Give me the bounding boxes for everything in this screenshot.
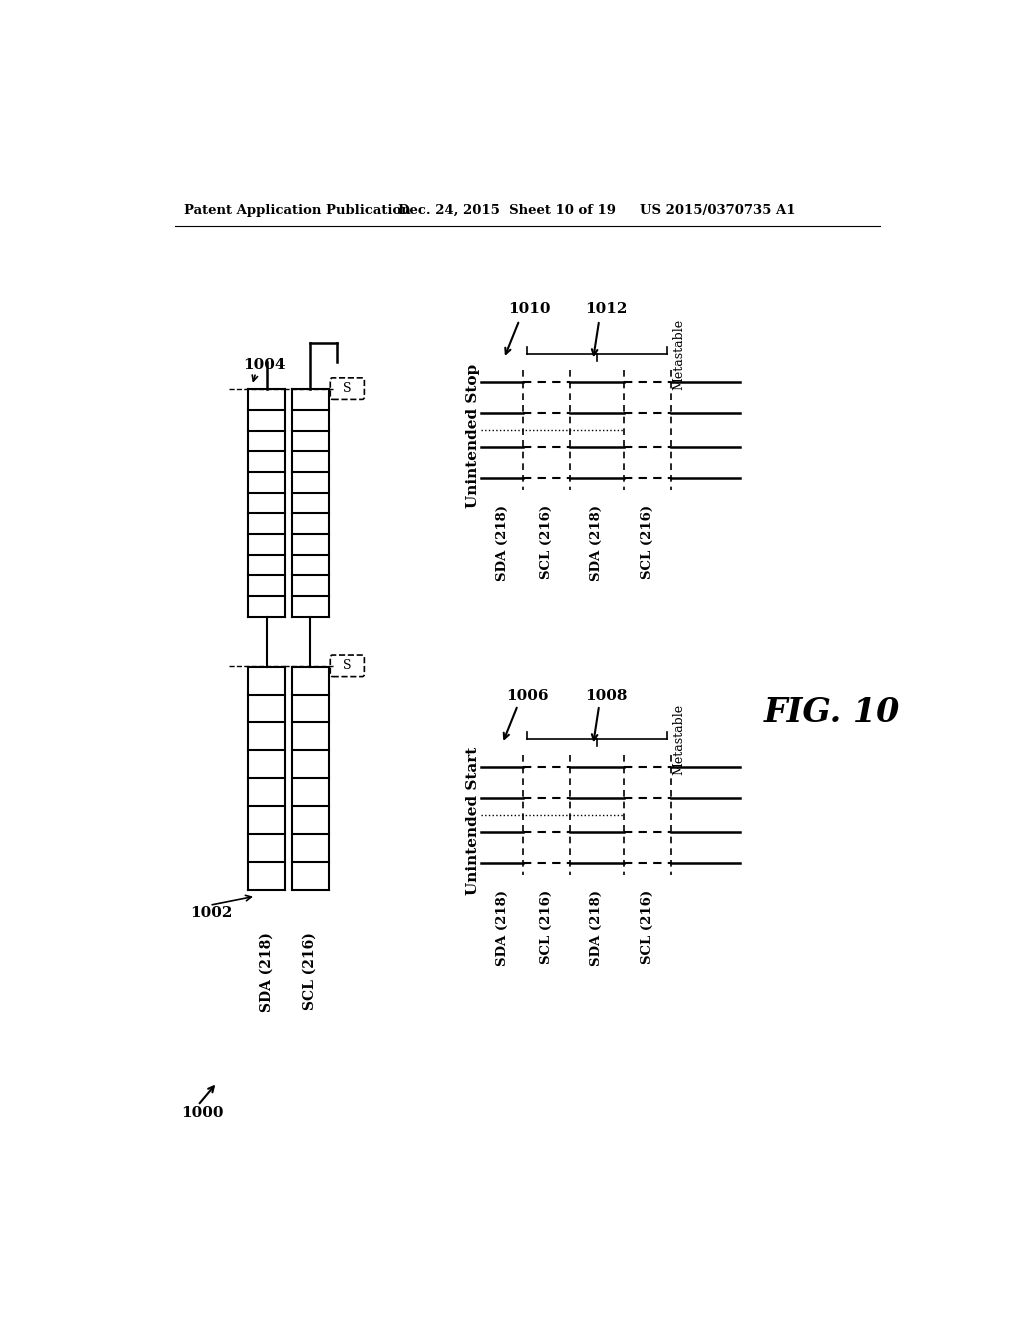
Text: Dec. 24, 2015  Sheet 10 of 19: Dec. 24, 2015 Sheet 10 of 19	[397, 205, 615, 218]
Text: FIG. 10: FIG. 10	[764, 697, 900, 729]
FancyBboxPatch shape	[331, 655, 365, 677]
Text: 1008: 1008	[586, 689, 628, 702]
Text: SDA (218): SDA (218)	[591, 506, 603, 581]
FancyBboxPatch shape	[331, 378, 365, 400]
Text: Patent Application Publication: Patent Application Publication	[183, 205, 411, 218]
Text: 1004: 1004	[243, 358, 286, 372]
Text: SDA (218): SDA (218)	[496, 506, 509, 581]
Text: SCL (216): SCL (216)	[540, 506, 553, 579]
Text: 1010: 1010	[508, 301, 550, 315]
Text: Unintended Stop: Unintended Stop	[466, 363, 480, 508]
Text: SCL (216): SCL (216)	[641, 506, 653, 579]
Text: SCL (216): SCL (216)	[303, 932, 317, 1010]
Text: 1006: 1006	[506, 689, 549, 702]
Text: US 2015/0370735 A1: US 2015/0370735 A1	[640, 205, 795, 218]
Text: SDA (218): SDA (218)	[260, 932, 273, 1012]
Text: SCL (216): SCL (216)	[641, 890, 653, 964]
Text: S: S	[343, 381, 351, 395]
Text: Unintended Start: Unintended Start	[466, 747, 480, 895]
Text: SDA (218): SDA (218)	[496, 890, 509, 966]
Text: SCL (216): SCL (216)	[540, 890, 553, 964]
Text: 1012: 1012	[586, 301, 628, 315]
Text: SDA (218): SDA (218)	[591, 890, 603, 966]
Text: S: S	[343, 659, 351, 672]
Text: 1002: 1002	[190, 906, 232, 920]
Text: Metastable: Metastable	[673, 704, 686, 775]
Text: 1000: 1000	[180, 1106, 223, 1121]
Text: Metastable: Metastable	[673, 318, 686, 389]
